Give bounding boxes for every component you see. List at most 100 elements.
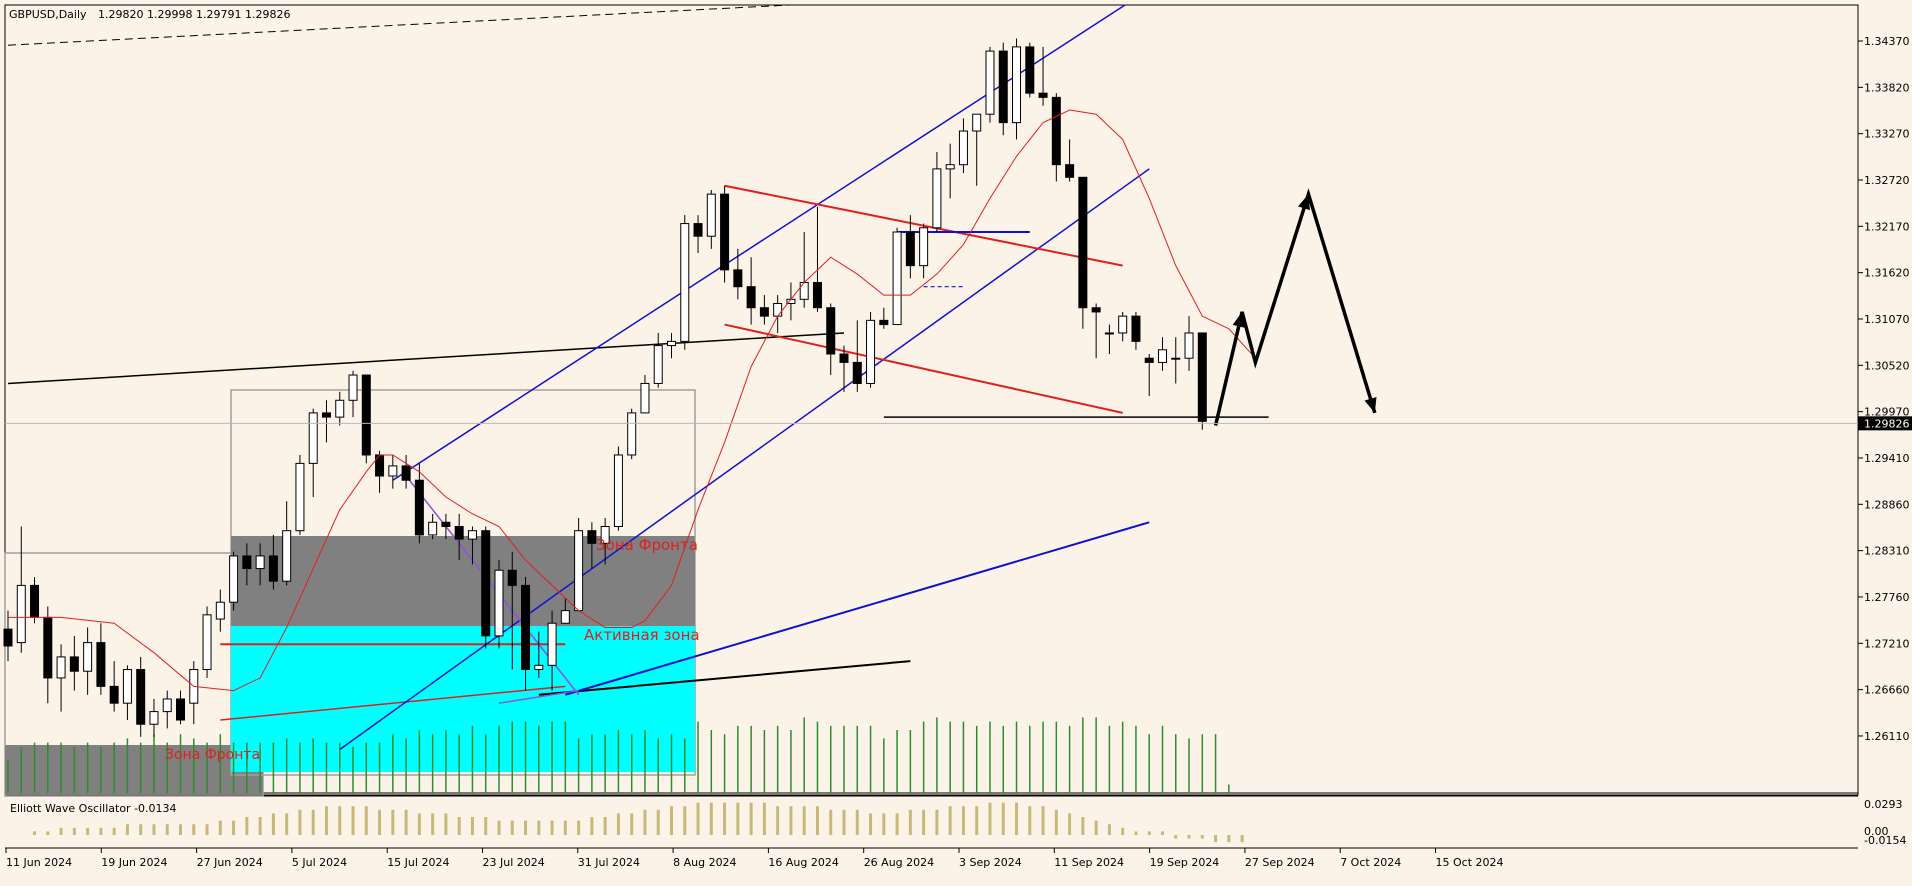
candle-body[interactable] <box>428 521 438 536</box>
candle-body[interactable] <box>215 601 225 620</box>
candle-body[interactable] <box>693 223 703 237</box>
candle-body[interactable] <box>706 193 716 237</box>
candle-body[interactable] <box>574 530 584 612</box>
candle-body[interactable] <box>282 530 292 582</box>
candle-body[interactable] <box>348 374 358 401</box>
candle-body[interactable] <box>560 610 570 624</box>
candle-body[interactable] <box>268 555 278 582</box>
candle-body[interactable] <box>149 711 159 725</box>
candle-body[interactable] <box>547 622 557 666</box>
candle-body[interactable] <box>83 642 93 672</box>
oscillator-axis-label: -0.0154 <box>1864 834 1906 847</box>
candle-body[interactable] <box>1012 46 1022 124</box>
candle-body[interactable] <box>932 168 942 229</box>
candle-body[interactable] <box>587 530 597 544</box>
candle-body[interactable] <box>826 307 836 355</box>
candle-body[interactable] <box>242 555 252 570</box>
candle-body[interactable] <box>467 530 477 540</box>
candle-body[interactable] <box>879 319 889 326</box>
candle-body[interactable] <box>812 281 822 309</box>
candle-body[interactable] <box>613 454 623 527</box>
candle-body[interactable] <box>401 465 411 481</box>
candle-body[interactable] <box>176 698 186 721</box>
candle-body[interactable] <box>839 353 849 363</box>
candle-body[interactable] <box>454 525 464 540</box>
candle-body[interactable] <box>414 479 424 536</box>
candle-body[interactable] <box>1065 164 1075 178</box>
candle-body[interactable] <box>985 50 995 115</box>
candle-body[interactable] <box>627 412 637 456</box>
candle-body[interactable] <box>1051 96 1061 166</box>
candle-body[interactable] <box>667 340 676 347</box>
candle-body[interactable] <box>1091 307 1101 313</box>
candle-body[interactable] <box>534 664 544 671</box>
candle-body[interactable] <box>945 164 955 170</box>
candle-body[interactable] <box>720 193 730 271</box>
candle-body[interactable] <box>600 525 610 544</box>
candle-body[interactable] <box>852 361 862 384</box>
candle-body[interactable] <box>799 281 809 300</box>
candle-body[interactable] <box>16 584 26 644</box>
candle-body[interactable] <box>136 669 146 725</box>
candle-body[interactable] <box>1131 315 1141 342</box>
candle-body[interactable] <box>1184 332 1194 359</box>
candle-body[interactable] <box>521 584 531 671</box>
candle-body[interactable] <box>905 231 915 267</box>
candle-body[interactable] <box>30 584 40 618</box>
candle-body[interactable] <box>295 462 305 532</box>
time-label: 3 Sep 2024 <box>959 856 1022 869</box>
candle-body[interactable] <box>1025 46 1035 94</box>
candle-body[interactable] <box>680 223 690 342</box>
candle-body[interactable] <box>229 555 239 603</box>
candle-body[interactable] <box>494 569 504 637</box>
candle-body[interactable] <box>122 669 132 704</box>
candle-body[interactable] <box>1038 92 1048 98</box>
candle-body[interactable] <box>335 399 345 418</box>
candle-body[interactable] <box>892 231 902 326</box>
candle-body[interactable] <box>361 374 371 456</box>
candle-body[interactable] <box>481 530 491 637</box>
flag-lower-line <box>724 323 1123 414</box>
candle-body[interactable] <box>255 555 265 570</box>
candle-body[interactable] <box>1197 332 1207 422</box>
candle-body[interactable] <box>759 307 769 317</box>
candle-body[interactable] <box>1157 349 1167 363</box>
candle-body[interactable] <box>308 412 318 464</box>
candle-body[interactable] <box>202 614 212 671</box>
candle-body[interactable] <box>162 698 172 713</box>
candle-body[interactable] <box>388 465 398 477</box>
active-zone-label: Активная зона <box>584 626 700 644</box>
candle-body[interactable] <box>69 656 79 672</box>
candle-body[interactable] <box>653 345 663 384</box>
price-label: 1.29410 <box>1864 452 1910 465</box>
candle-body[interactable] <box>1118 315 1128 334</box>
candle-body[interactable] <box>640 382 650 414</box>
candle-body[interactable] <box>919 227 929 267</box>
candle-body[interactable] <box>3 628 13 647</box>
oscillator-title: Elliott Wave Oscillator -0.0134 <box>10 802 177 815</box>
candle-body[interactable] <box>507 569 517 586</box>
time-label: 11 Sep 2024 <box>1054 856 1124 869</box>
candle-body[interactable] <box>96 642 106 687</box>
candle-body[interactable] <box>998 50 1008 124</box>
candle-body[interactable] <box>441 521 451 527</box>
candle-body[interactable] <box>1078 176 1088 309</box>
candle-body[interactable] <box>773 303 783 317</box>
candle-body[interactable] <box>321 412 331 418</box>
price-label: 1.30520 <box>1864 359 1910 372</box>
candle-body[interactable] <box>1171 357 1181 360</box>
candle-body[interactable] <box>746 286 756 309</box>
candle-body[interactable] <box>866 319 876 384</box>
candle-body[interactable] <box>43 616 53 679</box>
long-support-line <box>7 332 845 385</box>
candle-body[interactable] <box>109 685 119 704</box>
candle-body[interactable] <box>56 656 66 679</box>
candle-body[interactable] <box>972 113 982 132</box>
oscillator-axis-label: 0.0293 <box>1864 798 1903 811</box>
candle-body[interactable] <box>1144 357 1154 363</box>
candle-body[interactable] <box>733 269 743 288</box>
candle-body[interactable] <box>958 130 968 166</box>
candle-body[interactable] <box>1104 332 1114 335</box>
